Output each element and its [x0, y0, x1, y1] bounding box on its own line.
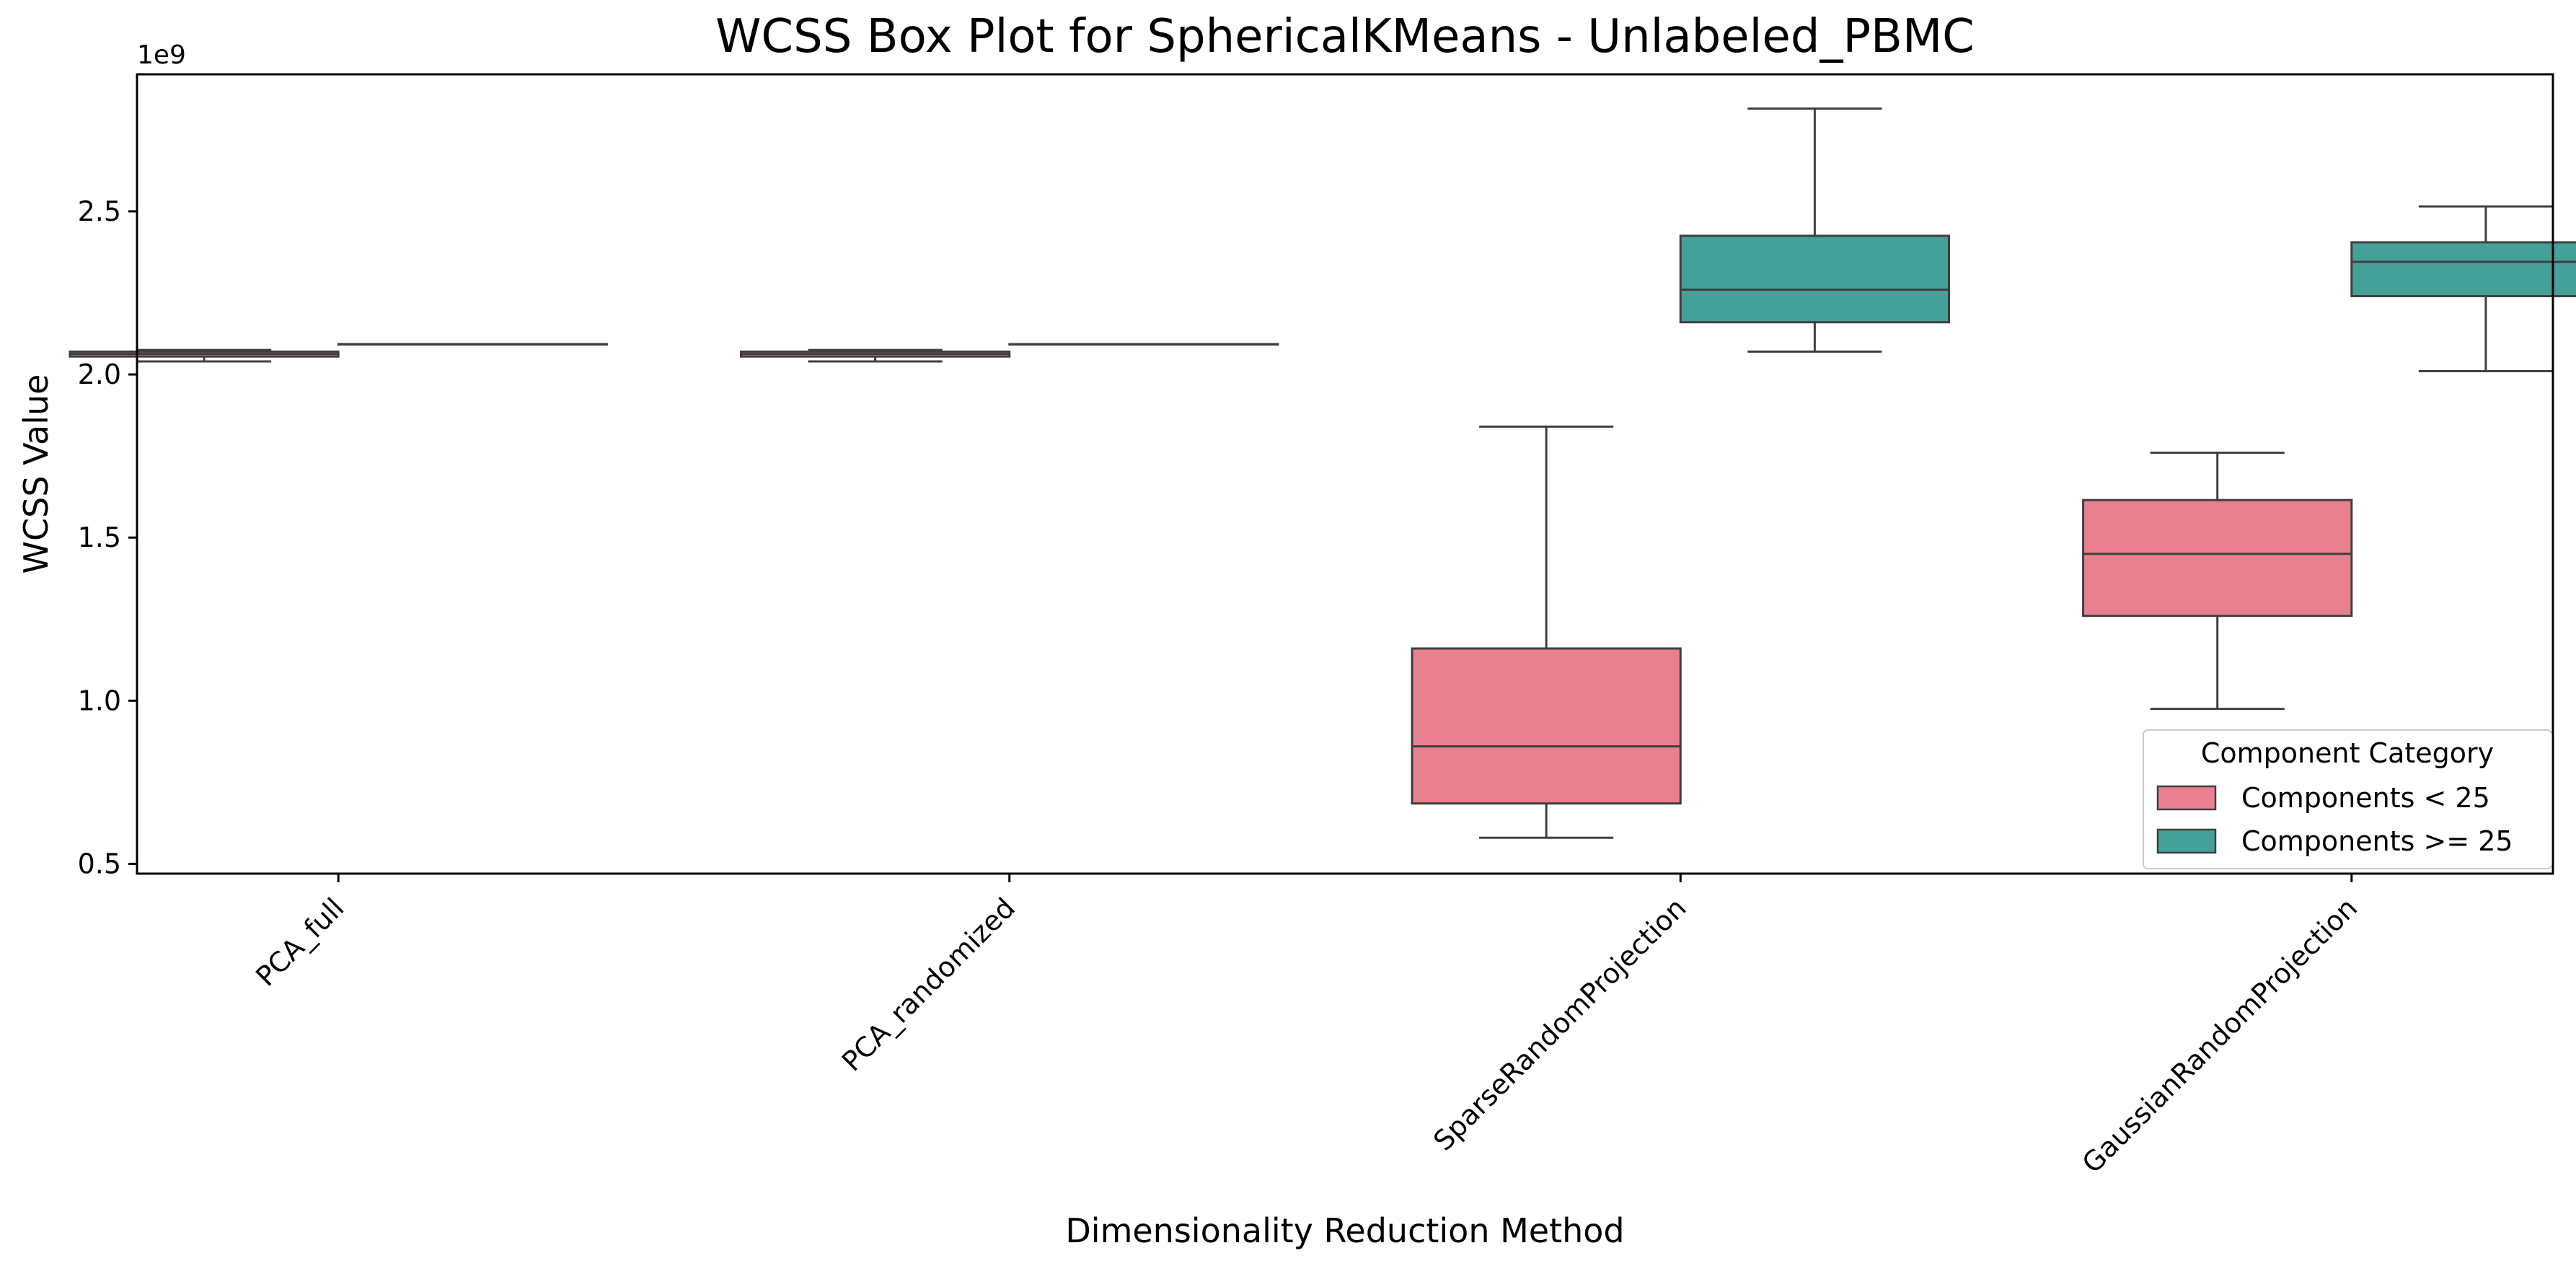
legend-entry-components-lt-25: Components < 25	[2241, 782, 2490, 814]
chart-title: WCSS Box Plot for SphericalKMeans - Unla…	[715, 10, 1975, 63]
box-ge-25-GaussianRandomProjection	[2350, 205, 2576, 373]
box-body	[2082, 498, 2353, 618]
x-axis-label: Dimensionality Reduction Method	[1065, 1211, 1624, 1250]
box-ge-25-SparseRandomProjection	[1679, 107, 1951, 353]
legend-frame	[2143, 729, 2552, 869]
y-tick-label: 1.0	[78, 685, 121, 716]
y-offset-label: 1e9	[137, 40, 186, 70]
legend-swatch-components-lt-25	[2156, 785, 2217, 811]
box-body	[2350, 241, 2576, 298]
y-tick-label: 1.5	[78, 522, 121, 553]
legend-entry-components-ge-25: Components >= 25	[2241, 825, 2513, 857]
plot-marks	[69, 107, 2576, 839]
box-ge-25-PCA_full	[337, 343, 608, 346]
box-lt-25-SparseRandomProjection	[1411, 425, 1682, 839]
legend-title: Component Category	[2201, 737, 2494, 769]
plot-frame	[136, 73, 2554, 875]
y-axis-label: WCSS Value	[17, 374, 56, 574]
y-tick-label: 0.5	[78, 848, 121, 879]
box-lt-25-PCA_randomized	[740, 348, 1011, 363]
box-body	[1411, 647, 1682, 805]
box-ge-25-PCA_randomized	[1008, 343, 1279, 346]
y-tick-label: 2.0	[78, 359, 121, 390]
legend-swatch-components-ge-25	[2156, 828, 2217, 854]
y-axis-ticks: 0.5 1.0 1.5 2.0 2.5	[78, 196, 137, 879]
box-body	[1679, 234, 1951, 324]
legend: Component Category Components < 25 Compo…	[2143, 729, 2552, 869]
y-tick-label: 2.5	[78, 196, 121, 227]
box-lt-25-GaussianRandomProjection	[2082, 452, 2353, 711]
box-lt-25-PCA_full	[69, 348, 340, 363]
